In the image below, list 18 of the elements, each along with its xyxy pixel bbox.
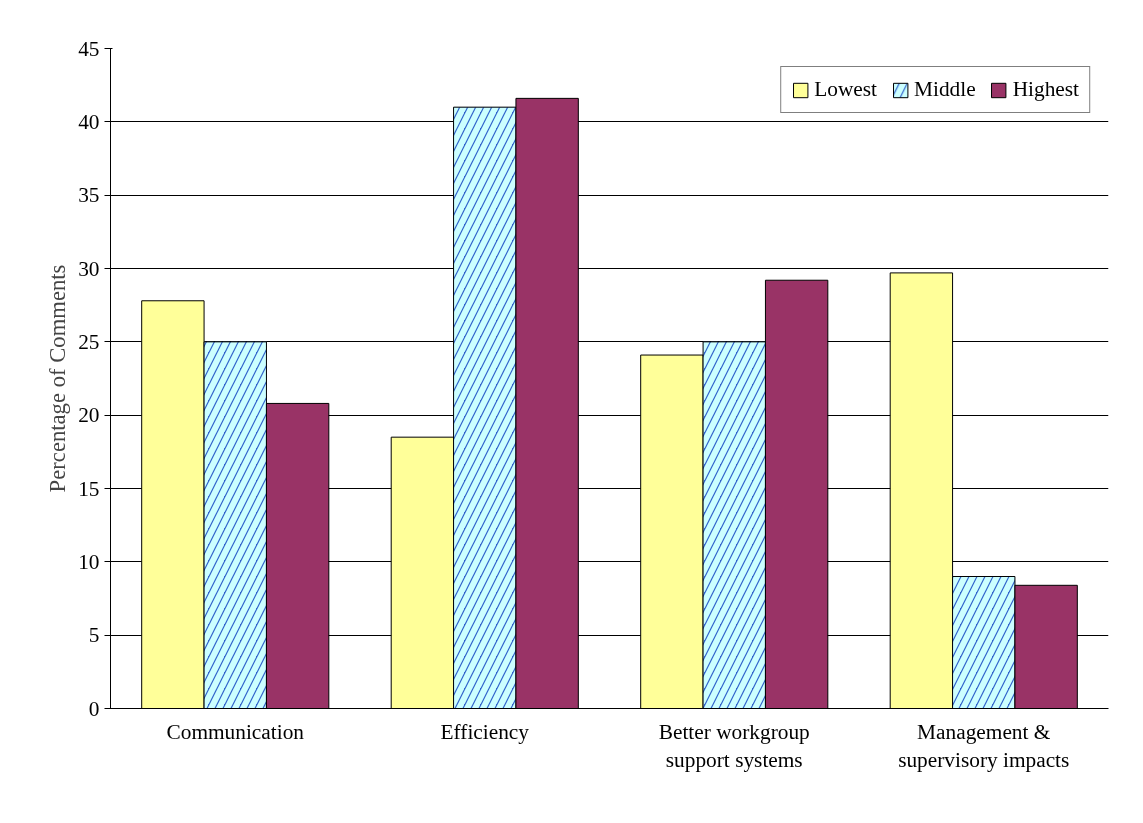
- legend-label: Middle: [914, 77, 976, 102]
- x-tick-label: Communication: [166, 719, 305, 744]
- x-tick-label: Better workgroup support systems: [658, 719, 810, 773]
- legend-label: Lowest: [814, 77, 878, 102]
- x-tick-label: Efficiency: [440, 719, 530, 744]
- y-tick-label: 25: [78, 329, 100, 354]
- y-tick-label: 20: [78, 403, 100, 428]
- y-axis-title: Percentage of Comments: [45, 264, 71, 493]
- x-tick-label: Management & supervisory impacts: [898, 719, 1070, 773]
- y-tick-label: 40: [78, 109, 100, 134]
- y-tick-label: 0: [88, 696, 100, 721]
- y-tick-label: 5: [88, 623, 100, 648]
- legend-label: Highest: [1012, 77, 1079, 102]
- y-tick-label: 10: [78, 549, 100, 574]
- y-tick-label: 15: [78, 476, 100, 501]
- y-tick-label: 35: [78, 183, 100, 208]
- y-tick-label: 30: [78, 256, 100, 281]
- y-tick-label: 45: [78, 36, 100, 61]
